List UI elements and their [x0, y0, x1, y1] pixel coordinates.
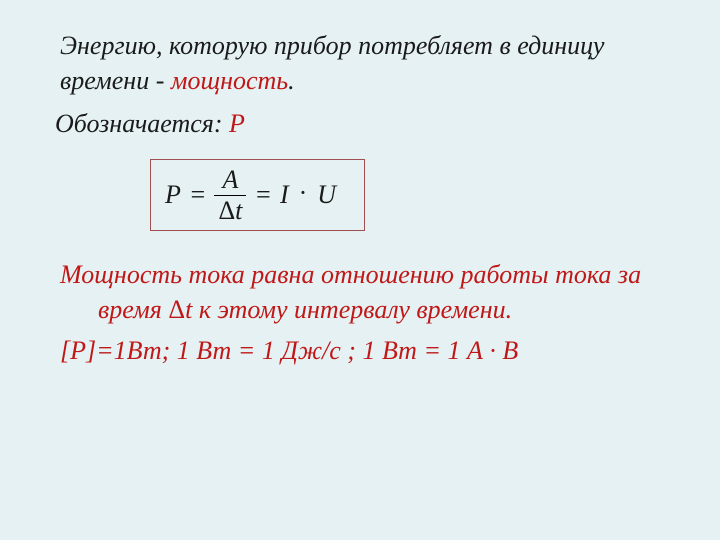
units-paragraph: [P]=1Вт; 1 Вт = 1 Дж/с ; 1 Вт = 1 А · В: [60, 333, 660, 368]
formula-eq2: =: [254, 182, 272, 208]
notation-symbol: Р: [229, 109, 245, 138]
formula-box: P = A Δt = I · U: [150, 159, 365, 231]
definition-paragraph: Мощность тока равна отношению работы ток…: [60, 257, 660, 327]
formula-eq1: =: [189, 182, 207, 208]
formula-I: I: [280, 182, 289, 208]
formula-den-var: t: [235, 196, 242, 225]
formula-numerator: A: [216, 166, 244, 194]
notation-paragraph: Обозначается: Р: [60, 106, 660, 141]
intro-paragraph: Энергию, которую прибор потребляет в еди…: [60, 28, 660, 98]
formula-dot: ·: [297, 180, 310, 206]
definition-text-2: к этому интервалу времени.: [192, 295, 512, 324]
notation-label: Обозначается:: [55, 109, 229, 138]
formula-fraction: A Δt: [214, 166, 246, 224]
intro-text-2: .: [288, 66, 295, 95]
intro-text-1: Энергию, которую прибор потребляет в еди…: [60, 31, 604, 95]
intro-highlight: мощность: [171, 66, 288, 95]
formula-U: U: [317, 182, 336, 208]
delta-symbol: Δ: [218, 196, 235, 225]
definition-delta: Δ: [168, 295, 185, 324]
formula-row: P = A Δt = I · U: [165, 166, 336, 224]
slide-content: Энергию, которую прибор потребляет в еди…: [0, 0, 720, 540]
formula-denominator: Δt: [214, 195, 246, 224]
formula-lhs: P: [165, 182, 181, 208]
